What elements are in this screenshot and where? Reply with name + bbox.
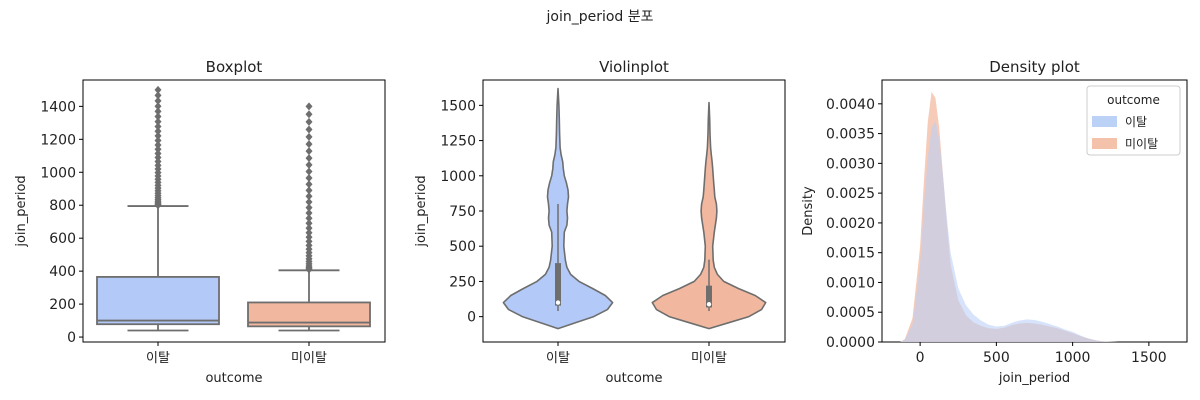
y-axis-label: join_period <box>14 175 29 247</box>
x-axis-label: outcome <box>205 371 262 386</box>
outlier-point <box>305 117 313 126</box>
violin-median-dot <box>555 300 561 305</box>
outlier-point <box>154 153 162 162</box>
figure-title: join_period 분포 <box>546 9 654 25</box>
outlier-point <box>305 203 313 212</box>
outlier-point <box>154 85 162 94</box>
box-iqr <box>247 301 371 328</box>
y-tick-label: 0 <box>67 330 76 346</box>
outlier-point <box>305 224 313 233</box>
outlier-point <box>305 102 313 111</box>
box-iqr <box>96 276 220 326</box>
x-tick-label: 이탈 <box>546 351 570 366</box>
y-tick-label: 0.0020 <box>826 216 875 232</box>
legend-swatch <box>1092 116 1117 127</box>
legend-box <box>1086 85 1181 156</box>
outlier-point <box>305 186 313 195</box>
violinplot-panel: 0 250 500 750 1000 1250 1500 Violinplot outcome j… <box>414 58 786 386</box>
y-axis-label: join_period <box>414 175 429 247</box>
outlier-point <box>305 192 313 201</box>
boxplot-panel: 0 200 400 600 800 1000 1200 1400 Boxplot outcome j… <box>14 58 386 386</box>
x-axis-label: outcome <box>605 371 662 386</box>
outlier-point <box>305 214 313 223</box>
x-axis-label: join_period <box>998 371 1070 386</box>
y-tick-label: 200 <box>49 297 76 313</box>
outlier-point <box>305 209 313 218</box>
outlier-point <box>305 160 313 169</box>
y-tick-label: 0.0005 <box>826 305 875 321</box>
outlier-point <box>154 117 162 126</box>
outlier-point <box>305 173 313 182</box>
y-tick-label: 0 <box>467 310 476 326</box>
outlier-point <box>154 91 162 100</box>
legend-label: 이탈 <box>1125 115 1147 129</box>
legend-label: 미이탈 <box>1125 137 1158 151</box>
x-tick-label: 500 <box>983 350 1010 366</box>
outlier-point <box>305 154 313 163</box>
plot-frame <box>82 79 386 343</box>
y-tick-label: 400 <box>49 264 76 280</box>
y-tick-label: 1250 <box>440 134 476 150</box>
violin-median-dot <box>706 302 712 307</box>
density-area <box>900 120 1119 342</box>
chart-title: Density plot <box>989 58 1080 76</box>
outlier-point <box>154 107 162 116</box>
outlier-point <box>154 149 162 158</box>
chart-title: Violinplot <box>599 58 669 76</box>
y-tick-label: 750 <box>449 204 476 220</box>
y-tick-label: 800 <box>49 198 76 214</box>
y-tick-label: 0.0010 <box>826 275 875 291</box>
legend-swatch <box>1092 138 1117 149</box>
outlier-point <box>305 228 313 237</box>
y-tick-label: 1200 <box>40 132 76 148</box>
y-tick-label: 1500 <box>440 98 476 114</box>
y-tick-label: 600 <box>49 231 76 247</box>
outlier-point <box>154 127 162 136</box>
outlier-point <box>305 125 313 134</box>
outlier-point <box>305 233 313 242</box>
outlier-point <box>305 110 313 119</box>
legend-title: outcome <box>1107 93 1160 107</box>
outlier-point <box>154 131 162 140</box>
x-tick-label: 1500 <box>1131 350 1167 366</box>
y-tick-label: 1400 <box>40 99 76 115</box>
y-tick-label: 0.0025 <box>826 186 875 202</box>
outlier-point <box>305 180 313 189</box>
violin-body <box>651 101 767 330</box>
outlier-point <box>154 112 162 121</box>
outlier-point <box>305 237 313 246</box>
outlier-point <box>305 167 313 176</box>
y-tick-label: 1000 <box>40 165 76 181</box>
outlier-point <box>154 96 162 105</box>
outlier-point <box>305 140 313 149</box>
outlier-point <box>154 136 162 145</box>
outlier-point <box>305 198 313 207</box>
outlier-point <box>154 145 162 154</box>
y-tick-label: 0.0035 <box>826 127 875 143</box>
y-tick-label: 0.0000 <box>826 335 875 351</box>
violin-iqr-bar <box>555 263 561 306</box>
y-tick-label: 0.0030 <box>826 156 875 172</box>
y-axis-label: Density <box>801 186 816 236</box>
violin-iqr-bar <box>706 285 712 308</box>
y-tick-label: 250 <box>449 274 476 290</box>
density-panel: 0.0000 0.0005 0.0010 0.0015 0.0020 0.0025 0.00… <box>801 58 1188 386</box>
y-tick-label: 0.0040 <box>826 97 875 113</box>
x-tick-label: 1000 <box>1055 350 1091 366</box>
chart-title: Boxplot <box>206 58 263 76</box>
outlier-point <box>154 122 162 131</box>
y-tick-label: 500 <box>449 239 476 255</box>
outlier-point <box>305 147 313 156</box>
outlier-point <box>154 102 162 111</box>
y-tick-label: 0.0015 <box>826 246 875 262</box>
x-tick-label: 미이탈 <box>691 351 727 366</box>
outlier-point <box>154 140 162 149</box>
outlier-point <box>305 219 313 228</box>
x-tick-label: 0 <box>916 350 925 366</box>
x-tick-label: 미이탈 <box>291 351 327 366</box>
x-tick-label: 이탈 <box>146 351 170 366</box>
y-tick-label: 1000 <box>440 169 476 185</box>
outlier-point <box>305 132 313 141</box>
